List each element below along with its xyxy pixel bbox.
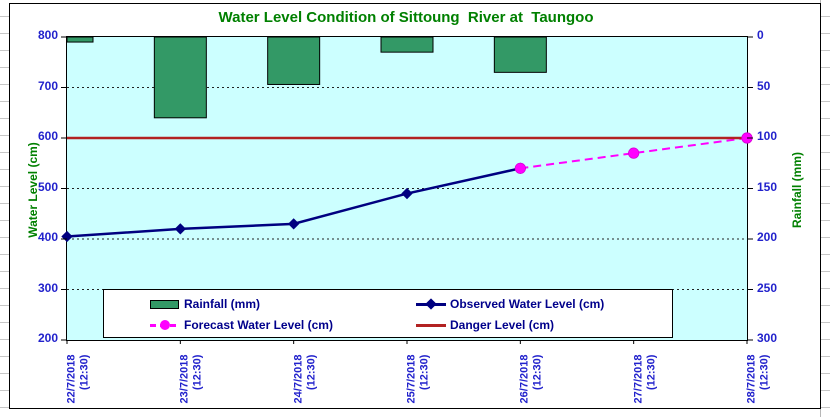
x-axis-tick-label: 24/7/2018 (12:30) bbox=[292, 354, 317, 404]
forecast-marker-circle-icon bbox=[628, 147, 640, 159]
observed-marker-diamond-icon bbox=[61, 230, 73, 243]
chart-title: Water Level Condition of Sittoung River … bbox=[218, 9, 594, 26]
left-axis-tick-label: 300 bbox=[37, 280, 58, 295]
right-axis-title: Rainfall (mm) bbox=[790, 151, 804, 229]
x-axis-tick-label: 22/7/2018 (12:30) bbox=[65, 354, 91, 404]
observed-marker-diamond-icon bbox=[401, 187, 413, 200]
right-axis-tick-label: 300 bbox=[757, 331, 778, 345]
x-axis-tick-label: 26/7/2018 (12:30) bbox=[518, 354, 544, 404]
legend-item-forecast: Forecast Water Level (cm) bbox=[150, 317, 333, 333]
observed-marker-diamond-icon bbox=[288, 218, 300, 230]
plot-svg bbox=[61, 36, 753, 344]
danger-swatch-icon bbox=[416, 319, 446, 331]
spreadsheet-rowlines-right bbox=[820, 0, 830, 417]
x-axis-tick-label: 23/7/2018 (12:30) bbox=[178, 354, 204, 404]
x-axis-tick-label: 27/7/2018 (12:30) bbox=[632, 354, 657, 404]
legend-item-observed: Observed Water Level (cm) bbox=[416, 296, 604, 312]
x-axis-tick-label: 25/7/2018 (12:30) bbox=[405, 354, 431, 404]
observed-marker-diamond-icon bbox=[174, 223, 186, 235]
right-axis-tick-label: 200 bbox=[757, 230, 778, 244]
legend-item-danger: Danger Level (cm) bbox=[416, 317, 554, 333]
left-axis-title: Water Level (cm) bbox=[26, 142, 40, 238]
left-axis-tick-label: 200 bbox=[37, 331, 58, 345]
right-axis-tick-label: 250 bbox=[757, 280, 778, 295]
right-axis-tick-label: 100 bbox=[757, 129, 778, 143]
forecast-swatch-icon bbox=[150, 319, 180, 331]
spreadsheet-rowlines-left bbox=[0, 0, 9, 417]
legend-label-observed: Observed Water Level (cm) bbox=[450, 297, 605, 311]
rainfall-bar bbox=[66, 36, 94, 43]
right-axis-tick-label: 50 bbox=[757, 78, 771, 93]
legend-label-rainfall: Rainfall (mm) bbox=[184, 297, 261, 311]
forecast-marker-circle-icon bbox=[514, 162, 526, 174]
right-axis-tick-label: 0 bbox=[757, 28, 764, 42]
observed-swatch-icon bbox=[416, 298, 446, 310]
chart-frame[interactable]: Water Level Condition of Sittoung River … bbox=[9, 3, 821, 409]
rainfall-bar bbox=[267, 36, 321, 85]
left-axis-tick-label: 700 bbox=[37, 78, 58, 93]
left-axis-tick-label: 800 bbox=[37, 28, 58, 42]
legend-label-forecast: Forecast Water Level (cm) bbox=[184, 318, 333, 332]
rainfall-swatch-icon bbox=[150, 298, 180, 310]
rainfall-bar bbox=[153, 36, 207, 119]
rainfall-bar bbox=[493, 36, 547, 73]
x-axis-tick-label: 28/7/2018 (12:30) bbox=[745, 354, 771, 404]
rainfall-bar bbox=[380, 36, 434, 53]
legend: Rainfall (mm) Observed Water Level (cm) … bbox=[103, 289, 673, 338]
legend-item-rainfall: Rainfall (mm) bbox=[150, 296, 260, 312]
legend-label-danger: Danger Level (cm) bbox=[450, 318, 555, 332]
left-axis-tick-label: 600 bbox=[37, 129, 58, 143]
